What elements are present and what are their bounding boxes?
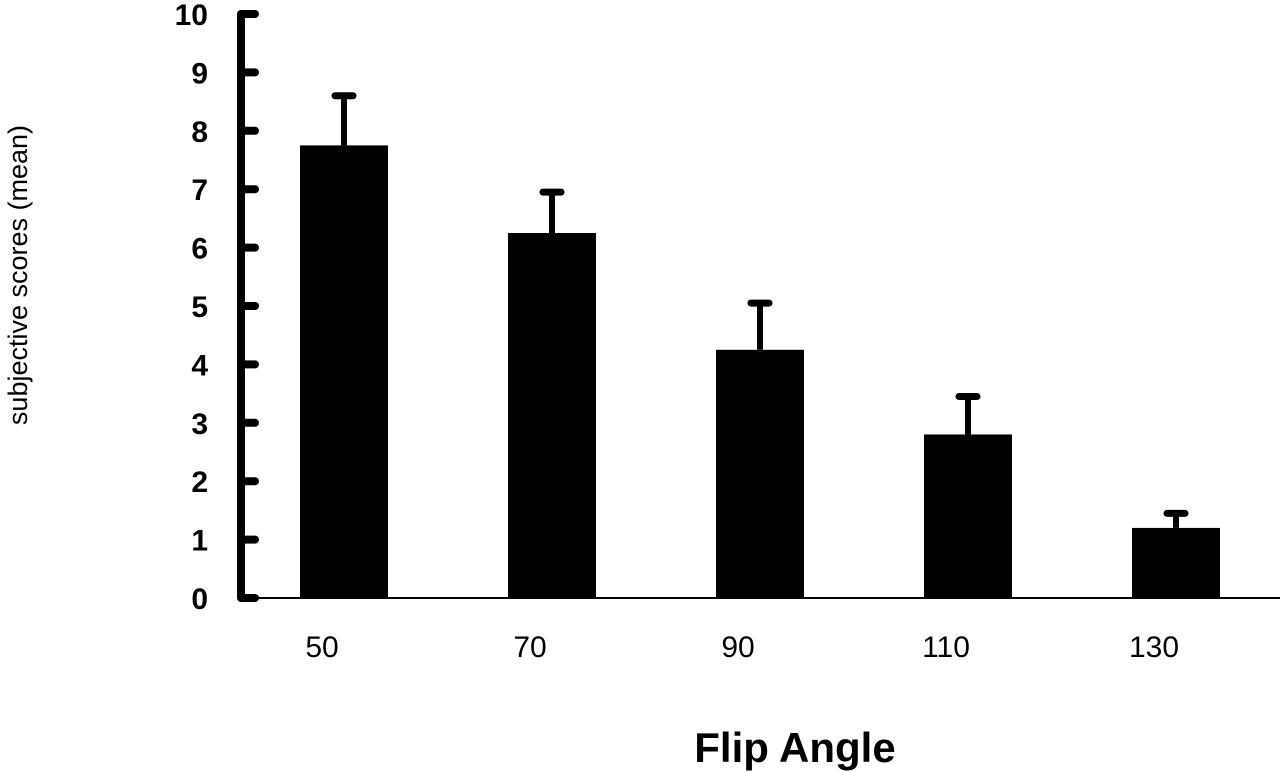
x-tick-label: 50 xyxy=(305,631,338,664)
error-bars xyxy=(331,92,1189,528)
y-tick-label: 6 xyxy=(191,233,208,266)
y-tick-label: 7 xyxy=(191,174,208,207)
bar xyxy=(924,434,1012,598)
bars xyxy=(300,145,1220,598)
y-tick-label: 8 xyxy=(191,116,208,149)
bar xyxy=(300,145,388,598)
bar xyxy=(508,233,596,598)
x-tick-label: 90 xyxy=(721,631,754,664)
y-tick-label: 9 xyxy=(191,57,208,90)
y-tick-label: 10 xyxy=(175,0,208,32)
x-axis-title: Flip Angle xyxy=(694,724,895,771)
bar xyxy=(1132,527,1220,598)
y-axis: 0 1 2 3 4 5 6 7 8 9 10 xyxy=(175,0,259,616)
y-tick-label: 5 xyxy=(191,291,208,324)
y-tick-label: 2 xyxy=(191,466,208,499)
y-tick-label: 1 xyxy=(191,525,208,558)
x-tick-label: 110 xyxy=(922,631,970,664)
x-axis: 50 70 90 110 130 xyxy=(241,597,1280,664)
x-tick-label: 130 xyxy=(1129,631,1179,664)
y-tick-label: 4 xyxy=(191,349,208,382)
y-tick-label: 0 xyxy=(191,583,208,616)
y-axis-title: subjective scores (mean) xyxy=(3,125,33,425)
bar xyxy=(716,349,804,598)
x-tick-label: 70 xyxy=(513,631,546,664)
y-tick-label: 3 xyxy=(191,408,208,441)
